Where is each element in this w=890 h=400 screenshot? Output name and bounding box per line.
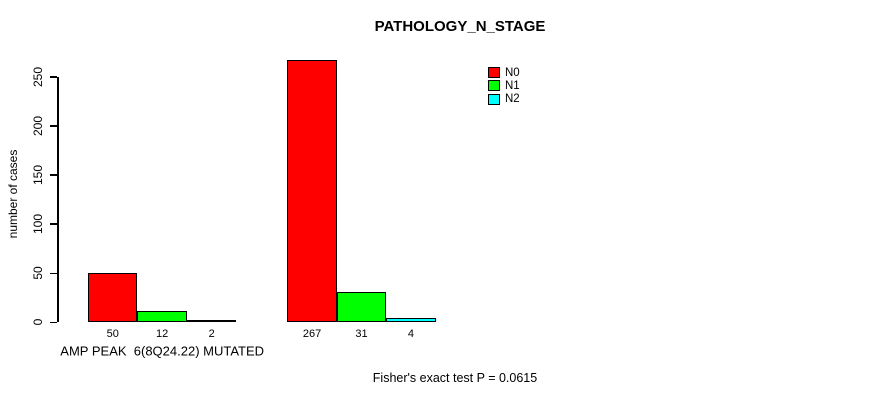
bar-n2-group1 [186, 320, 237, 323]
legend-label-n0: N0 [505, 66, 520, 79]
bar-value-label: 50 [106, 328, 119, 340]
y-tick-label: 100 [31, 214, 45, 235]
y-axis-tick [50, 321, 57, 324]
bar-n2-group2 [386, 318, 436, 323]
chart-title: PATHOLOGY_N_STAGE [374, 18, 546, 35]
legend-label-n1: N1 [505, 79, 520, 92]
y-tick-label: 250 [31, 66, 45, 88]
bar-n1-group2 [336, 291, 387, 323]
y-axis-tick [50, 174, 57, 176]
y-tick-label: 0 [31, 319, 45, 326]
bar-n0-group1 [88, 273, 138, 323]
y-tick-label: 200 [31, 116, 45, 137]
legend-swatch-n1 [488, 80, 500, 92]
y-axis-tick [50, 223, 57, 225]
bar-value-label: 2 [208, 328, 215, 340]
bar-value-label: 31 [355, 328, 368, 340]
stat-annotation: Fisher's exact test P = 0.0615 [372, 371, 538, 385]
bar-n0-group2 [287, 60, 337, 323]
y-axis-tick [50, 125, 57, 127]
bar-n1-group1 [137, 310, 187, 323]
y-tick-label: 50 [31, 266, 45, 280]
legend-swatch-n0 [488, 67, 500, 78]
bar-value-label: 267 [302, 328, 322, 340]
legend-label-n2: N2 [505, 93, 520, 106]
bar-value-label: 4 [407, 328, 414, 340]
y-axis-line [57, 77, 59, 323]
bar-value-label: 12 [156, 328, 169, 340]
y-axis-tick [50, 272, 57, 275]
x-axis-group-label: AMP PEAK 6(8Q24.22) MUTATED [60, 343, 265, 359]
y-axis-tick [50, 76, 57, 78]
y-tick-label: 150 [31, 165, 45, 186]
legend-swatch-n2 [488, 93, 500, 105]
